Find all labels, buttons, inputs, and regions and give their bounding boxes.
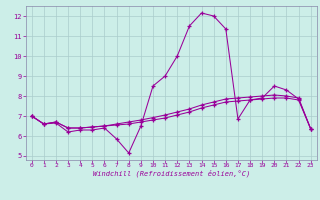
X-axis label: Windchill (Refroidissement éolien,°C): Windchill (Refroidissement éolien,°C) <box>92 170 250 177</box>
